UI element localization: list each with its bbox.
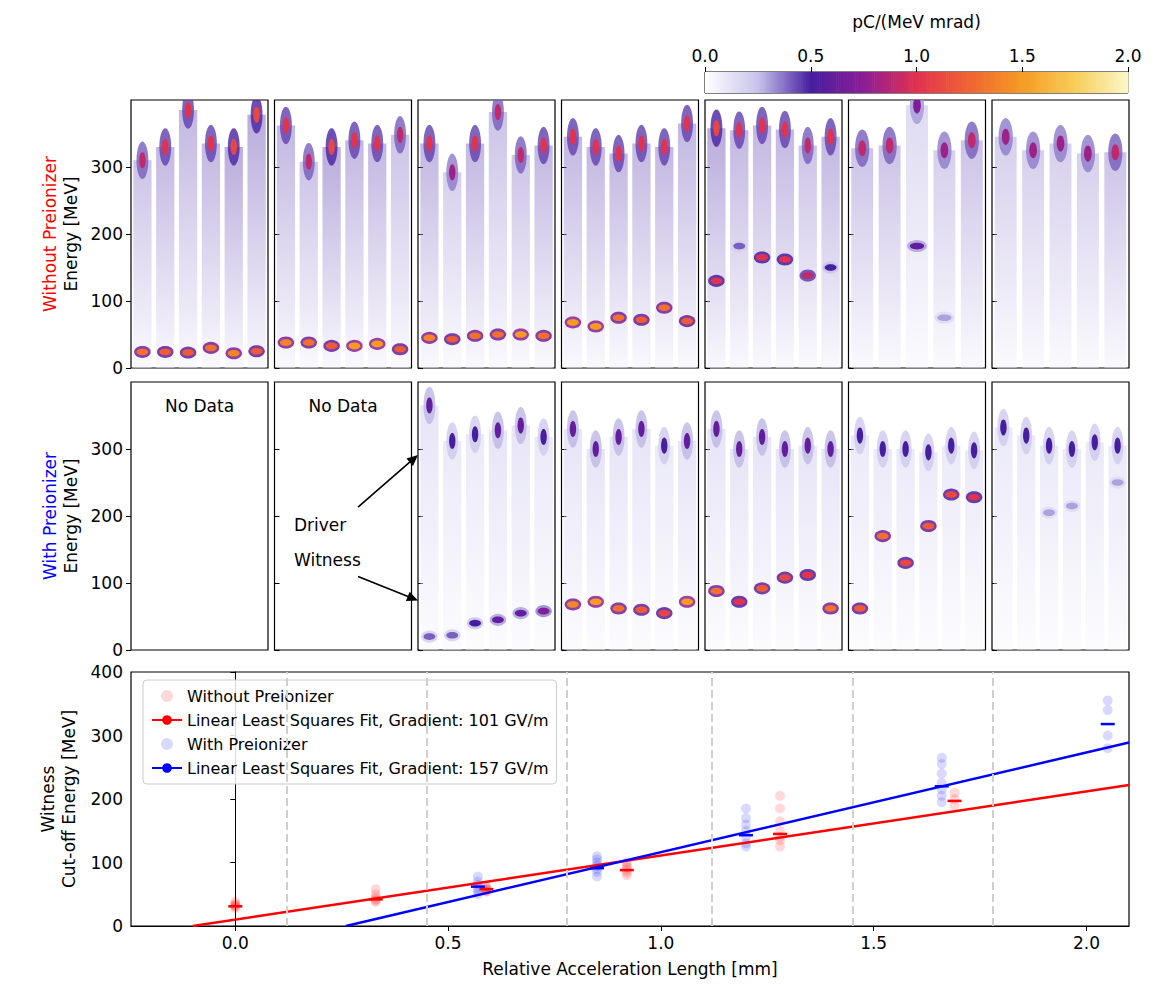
svg-text:Energy [MeV]: Energy [MeV] (61, 459, 81, 574)
svg-text:400: 400 (91, 662, 123, 682)
svg-text:0: 0 (112, 640, 123, 660)
svg-text:0.5: 0.5 (435, 933, 462, 953)
svg-text:No Data: No Data (165, 396, 234, 416)
svg-text:Cut-off Energy [MeV]: Cut-off Energy [MeV] (59, 710, 79, 888)
svg-text:0.0: 0.0 (691, 46, 718, 66)
svg-text:Linear Least Squares Fit, Grad: Linear Least Squares Fit, Gradient: 101 … (187, 711, 549, 730)
svg-text:With Preionizer: With Preionizer (40, 452, 60, 580)
svg-text:100: 100 (91, 853, 123, 873)
svg-text:Without Preionizer: Without Preionizer (187, 687, 334, 706)
svg-text:Relative Acceleration Length [: Relative Acceleration Length [mm] (482, 959, 777, 979)
svg-text:Linear Least Squares Fit, Grad: Linear Least Squares Fit, Gradient: 157 … (187, 759, 549, 778)
svg-text:2.0: 2.0 (1114, 46, 1141, 66)
svg-text:Without Preionizer: Without Preionizer (40, 156, 60, 312)
svg-text:100: 100 (91, 291, 123, 311)
svg-text:No Data: No Data (308, 396, 377, 416)
svg-text:0: 0 (112, 916, 123, 936)
svg-text:0: 0 (112, 358, 123, 378)
svg-text:Witness: Witness (294, 550, 361, 570)
svg-text:Energy [MeV]: Energy [MeV] (61, 177, 81, 292)
svg-text:0.5: 0.5 (797, 46, 824, 66)
svg-text:1.0: 1.0 (903, 46, 930, 66)
svg-text:1.0: 1.0 (647, 933, 674, 953)
svg-text:pC/(MeV mrad): pC/(MeV mrad) (852, 12, 981, 32)
svg-text:1.5: 1.5 (1009, 46, 1036, 66)
svg-text:With Preionizer: With Preionizer (187, 735, 308, 754)
svg-text:100: 100 (91, 573, 123, 593)
svg-text:Driver: Driver (294, 515, 346, 535)
svg-text:300: 300 (91, 439, 123, 459)
svg-text:300: 300 (91, 726, 123, 746)
svg-text:200: 200 (91, 224, 123, 244)
svg-text:0.0: 0.0 (222, 933, 249, 953)
svg-text:1.5: 1.5 (860, 933, 887, 953)
svg-text:Witness: Witness (38, 765, 58, 832)
svg-text:300: 300 (91, 157, 123, 177)
svg-text:200: 200 (91, 789, 123, 809)
svg-text:2.0: 2.0 (1073, 933, 1100, 953)
svg-text:200: 200 (91, 506, 123, 526)
